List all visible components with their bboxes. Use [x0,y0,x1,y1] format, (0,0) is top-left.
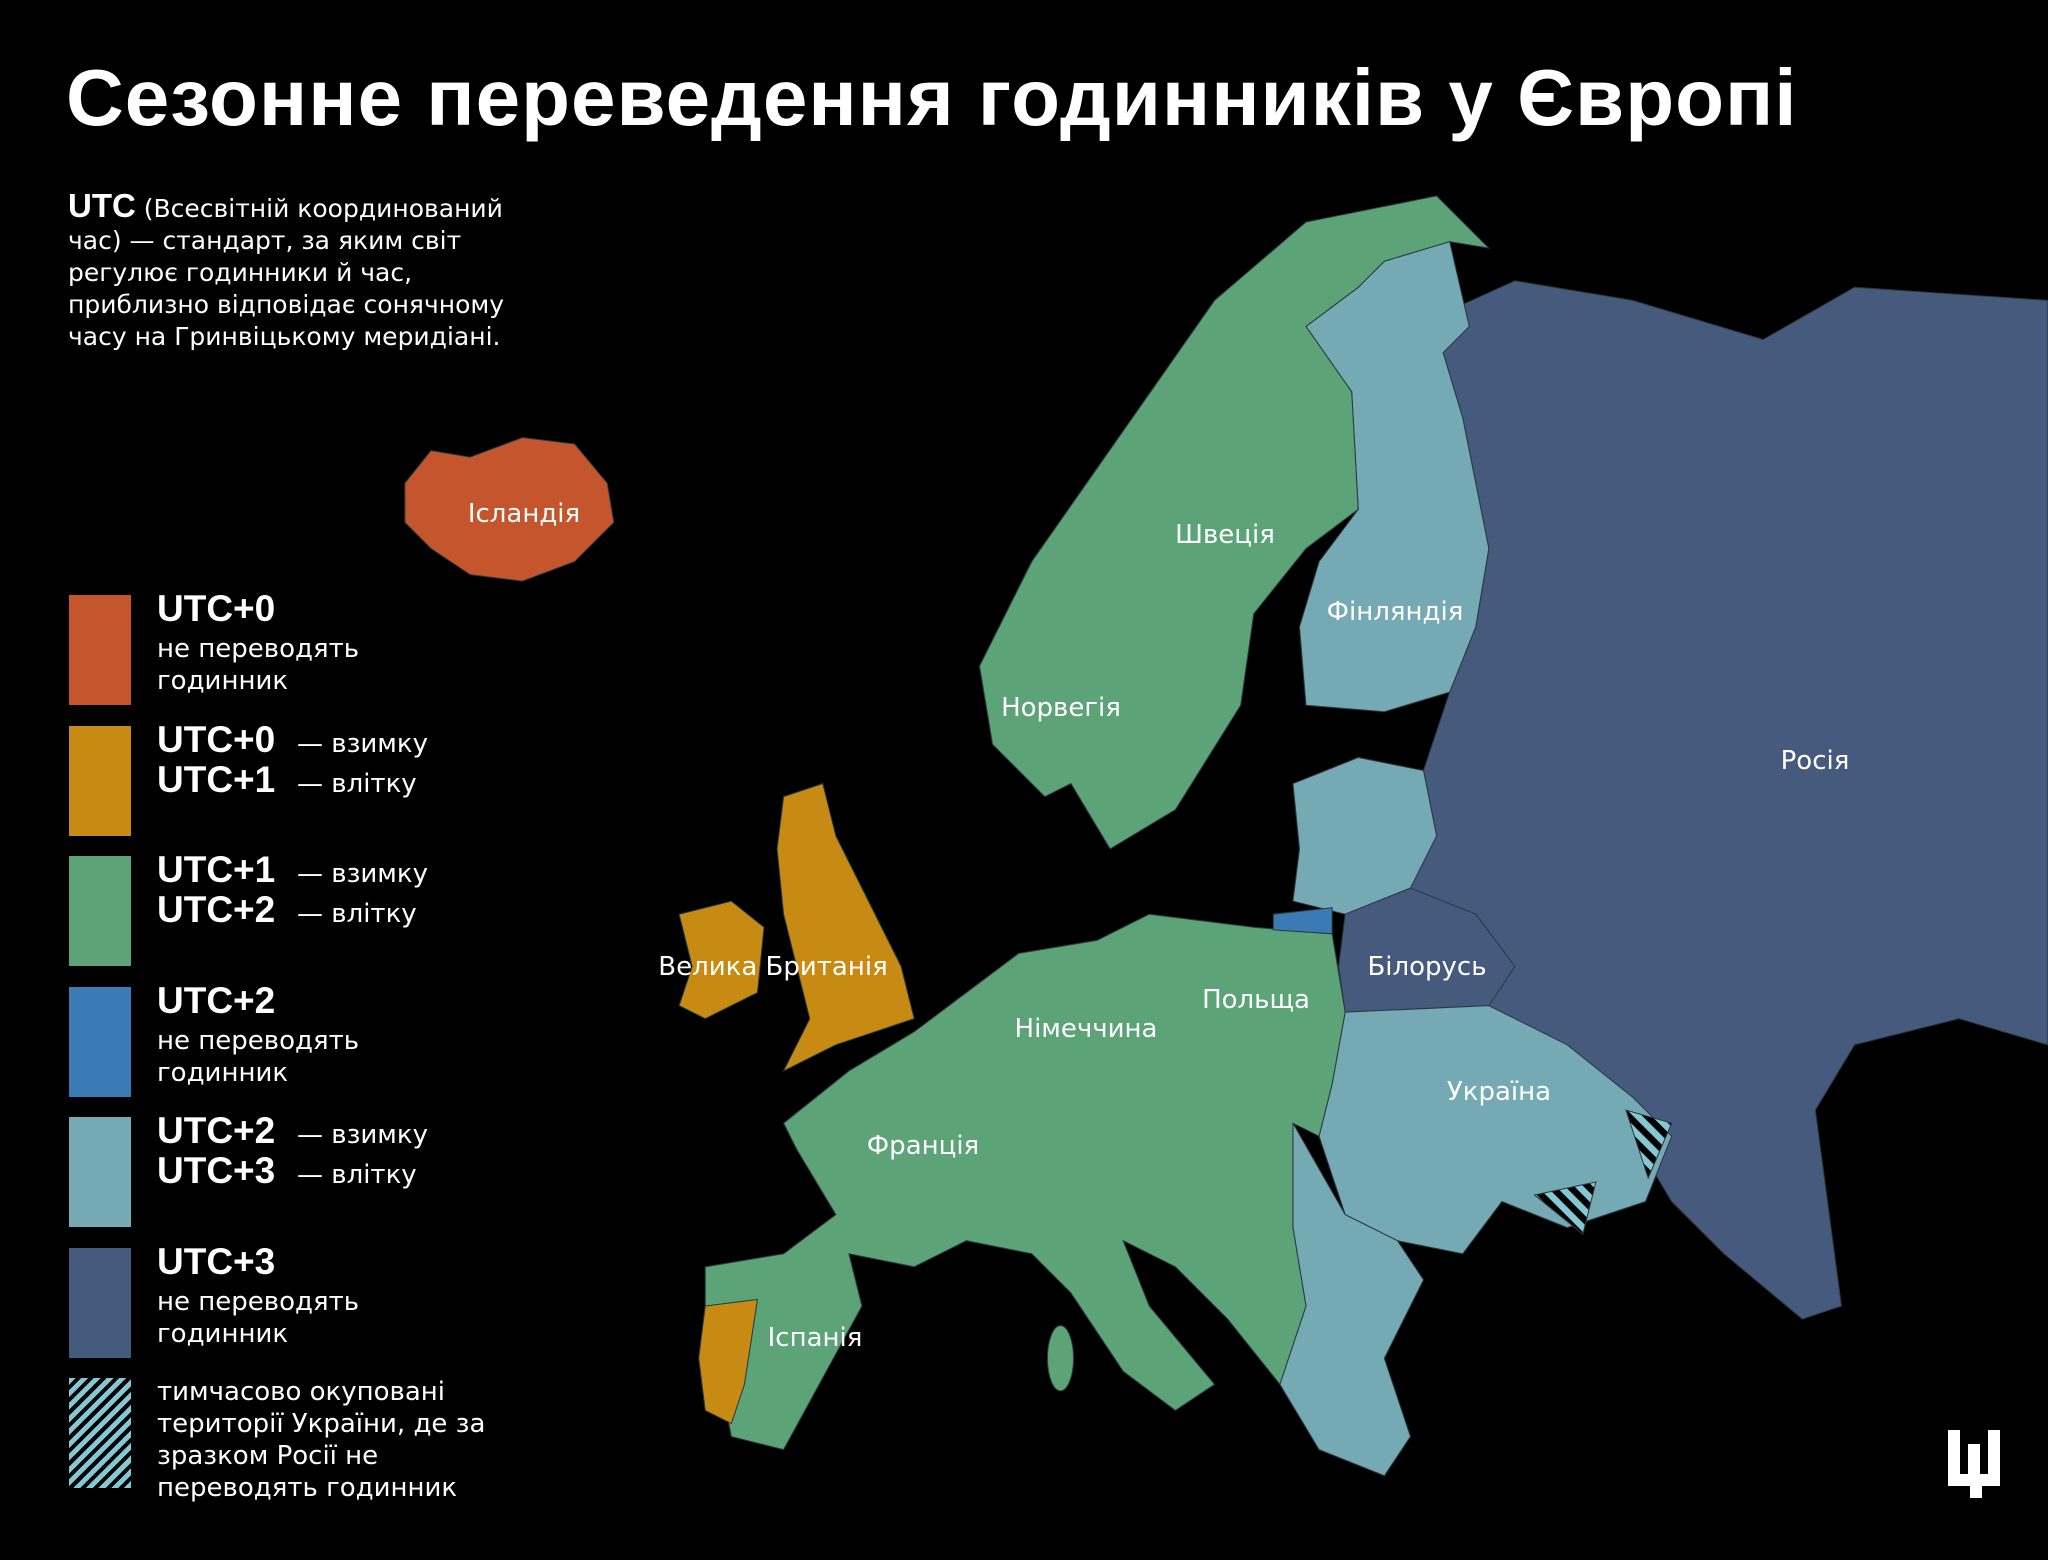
country-label: Іспанія [767,1323,863,1353]
legend-note: не переводять годинник [157,1025,360,1088]
continental-europe [704,913,1346,1451]
legend-zone: UTC+2 — взимку [157,1110,429,1155]
legend-zone: UTC+2 — влітку [157,889,428,934]
legend-swatch [69,1247,131,1358]
great-britain [776,782,915,1073]
country-label: Норвегія [1001,693,1121,723]
zone-season: — взимку [297,1120,429,1150]
sardinia [1046,1325,1075,1392]
legend-text: тимчасово окуповані території України, д… [157,1376,487,1504]
legend-text: UTC+3 не переводять годинник [157,1240,387,1350]
zone-season: — влітку [297,899,417,929]
legend-note: не переводять годинник [157,634,360,696]
logo [1948,1430,2000,1498]
legend-text: UTC+2 — взимку UTC+3 — влітку [157,1110,429,1195]
zone-code: UTC+1 [157,758,276,800]
legend-text: UTC+0 — взимку UTC+1 — влітку [157,718,429,804]
zone-code: UTC+0 [157,718,276,760]
legend-text: UTC+1 — взимку UTC+2 — влітку [157,849,429,934]
legend-text: UTC+2 не переводять годинник [157,979,387,1089]
legend-swatch [69,1117,131,1227]
legend-zone: UTC+2 [157,979,387,1025]
zone-season: — взимку [297,728,429,759]
portugal [698,1298,759,1425]
intro: UTC (Всесвітній координований час) — ста… [68,187,518,353]
intro-term: UTC [68,187,136,224]
occupied-donbas [1625,1109,1673,1180]
legend-zone: UTC+1 — влітку [157,758,428,804]
legend-zone: UTC+3 — влітку [157,1150,428,1195]
country-label: Україна [1446,1077,1552,1107]
zone-season: — влітку [297,768,417,799]
legend-swatch [69,1378,131,1488]
occupied-crimea [1533,1181,1597,1236]
country-label: Ісландія [467,499,581,529]
legend-swatch [69,986,131,1097]
legend-zone: UTC+3 [157,1240,387,1286]
legend-zone: UTC+0 [157,588,387,633]
legend-text: UTC+0 не переводять годинник [157,588,387,697]
zone-season: — влітку [297,1160,417,1190]
iceland [404,436,615,582]
country-label: Польща [1202,985,1310,1015]
country-label: Німеччина [1014,1014,1158,1044]
country-label: Фінляндія [1326,597,1464,627]
ireland [678,900,765,1020]
zone-code: UTC+0 [157,588,276,629]
country-label: Франція [866,1131,980,1161]
country-label: Швеція [1175,520,1275,550]
intro-text: (Всесвітній координований час) — стандар… [68,194,505,351]
legend-zone: UTC+0 — взимку [157,718,429,764]
zone-code: UTC+2 [157,979,276,1021]
country-label: Росія [1780,746,1850,776]
kaliningrad [1272,907,1333,935]
legend-swatch [69,725,131,836]
title: Сезонне переведення годинників у Європі [66,53,1798,142]
scandinavia [978,195,1491,850]
zone-code: UTC+3 [157,1240,276,1282]
legend-swatch [69,595,131,705]
zone-code: UTC+1 [157,849,276,890]
legend-swatch [69,856,131,966]
legend-zone: UTC+1 — взимку [157,849,429,894]
country-label: Білорусь [1367,952,1487,982]
zone-code: UTC+3 [157,1150,276,1191]
belarus [1338,887,1516,1013]
zone-code: UTC+2 [157,1110,276,1151]
country-label: Велика Британія [658,952,888,982]
zone-season: — взимку [297,859,429,889]
legend-note: не переводять годинник [157,1286,360,1349]
zone-code: UTC+2 [157,889,276,930]
legend-note: тимчасово окуповані території України, д… [157,1377,486,1503]
